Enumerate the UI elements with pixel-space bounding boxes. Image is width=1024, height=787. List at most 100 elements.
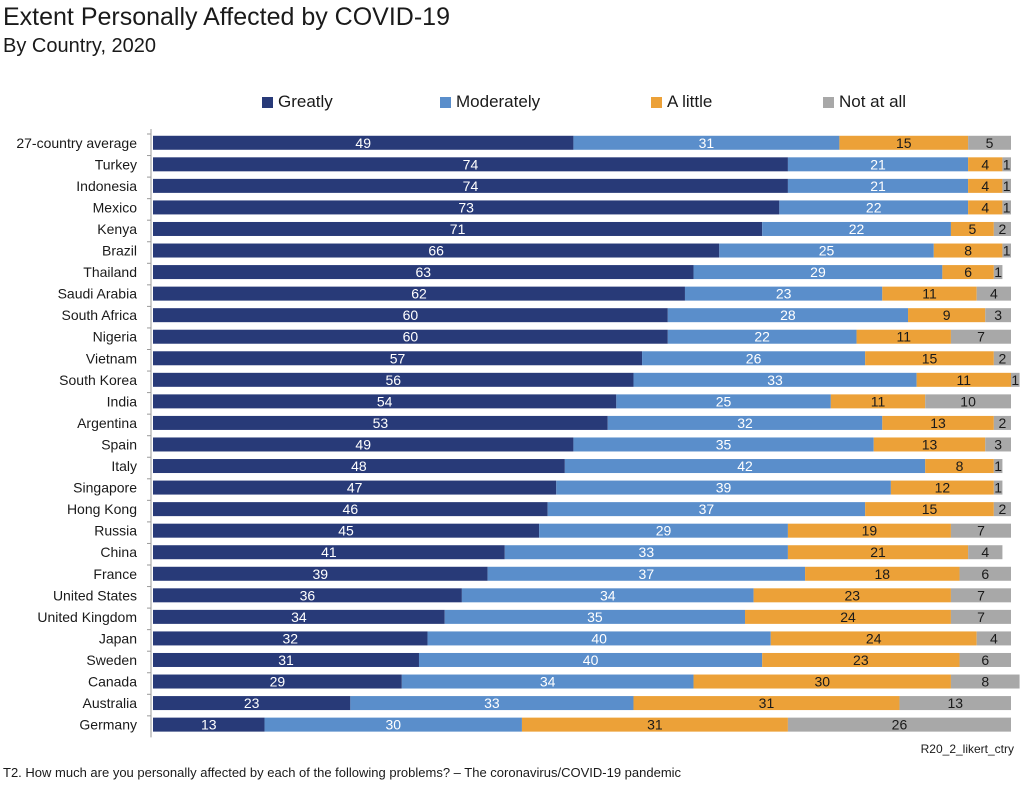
value-label-not-at-all-brazil: 1 (1003, 243, 1011, 259)
bar-not-at-all-nigeria (950, 329, 1011, 344)
bar-a-little-nigeria (856, 329, 951, 344)
bar-moderately-hong-kong (547, 502, 866, 517)
category-label-hong-kong: Hong Kong (67, 501, 137, 517)
category-label-argentina: Argentina (77, 415, 137, 431)
value-label-greatly-saudi-arabia: 62 (411, 286, 427, 302)
bar-not-at-all-27-country-average (968, 135, 1011, 150)
value-label-not-at-all-27-country-average: 5 (986, 135, 994, 151)
bar-not-at-all-australia (899, 696, 1011, 711)
value-label-moderately-sweden: 40 (583, 652, 599, 668)
value-label-moderately-china: 33 (639, 544, 655, 560)
bar-a-little-china (787, 545, 969, 560)
bar-a-little-germany (521, 717, 788, 732)
bar-greatly-vietnam (153, 351, 643, 366)
bar-moderately-south-korea (633, 372, 917, 387)
value-label-not-at-all-india: 10 (960, 393, 976, 409)
value-label-moderately-hong-kong: 37 (699, 501, 715, 517)
value-label-moderately-vietnam: 26 (746, 350, 762, 366)
bar-not-at-all-south-korea (1011, 372, 1020, 387)
value-label-greatly-nigeria: 60 (403, 329, 419, 345)
value-label-moderately-germany: 30 (385, 717, 401, 733)
value-label-not-at-all-turkey: 1 (1003, 156, 1011, 172)
bar-not-at-all-brazil (1002, 243, 1011, 258)
value-label-a-little-hong-kong: 15 (922, 501, 938, 517)
bar-greatly-mexico (153, 200, 780, 215)
value-label-moderately-kenya: 22 (849, 221, 865, 237)
bar-greatly-china (153, 545, 505, 560)
legend-swatch-not-at-all (823, 96, 834, 108)
bar-greatly-kenya (153, 221, 763, 236)
bar-moderately-japan (427, 631, 771, 646)
bar-moderately-argentina (607, 415, 883, 430)
value-label-moderately-mexico: 22 (866, 199, 882, 215)
bar-a-little-singapore (890, 480, 994, 495)
bar-moderately-australia (350, 696, 634, 711)
bar-greatly-japan (153, 631, 428, 646)
value-label-moderately-singapore: 39 (716, 480, 732, 496)
category-label-sweden: Sweden (86, 652, 137, 668)
bar-greatly-united-states (153, 588, 462, 603)
bar-not-at-all-vietnam (993, 351, 1011, 366)
bar-greatly-south-africa (153, 308, 668, 323)
bar-moderately-vietnam (642, 351, 866, 366)
bar-not-at-all-india (925, 394, 1011, 409)
bar-greatly-france (153, 566, 488, 581)
bar-a-little-mexico (968, 200, 1003, 215)
value-label-greatly-australia: 23 (244, 695, 260, 711)
bar-moderately-germany (264, 717, 522, 732)
bar-moderately-sweden (418, 652, 763, 667)
value-label-greatly-germany: 13 (201, 717, 217, 733)
category-label-japan: Japan (99, 630, 137, 646)
bar-greatly-germany (153, 717, 265, 732)
category-label-china: China (100, 544, 137, 560)
bar-not-at-all-united-kingdom (950, 609, 1011, 624)
value-label-moderately-russia: 29 (656, 523, 672, 539)
bar-moderately-spain (573, 437, 874, 452)
bar-moderately-south-africa (667, 308, 909, 323)
bar-a-little-india (830, 394, 926, 409)
bar-greatly-canada (153, 674, 402, 689)
legend-swatch-moderately (440, 96, 451, 108)
value-label-greatly-27-country-average: 49 (355, 135, 371, 151)
bar-a-little-france (805, 566, 960, 581)
bar-a-little-japan (770, 631, 977, 646)
value-label-not-at-all-south-korea: 1 (1011, 372, 1019, 388)
value-label-a-little-united-states: 23 (844, 587, 860, 603)
bar-greatly-nigeria (153, 329, 668, 344)
value-label-a-little-japan: 24 (866, 630, 882, 646)
category-label-singapore: Singapore (73, 480, 137, 496)
value-label-a-little-mexico: 4 (981, 199, 989, 215)
value-label-a-little-italy: 8 (956, 458, 964, 474)
bar-not-at-all-italy (993, 459, 1003, 474)
bar-moderately-thailand (693, 265, 943, 280)
value-label-moderately-nigeria: 22 (754, 329, 770, 345)
bar-moderately-india (616, 394, 831, 409)
category-label-russia: Russia (94, 523, 137, 539)
bar-greatly-russia (153, 523, 540, 538)
bar-a-little-brazil (933, 243, 1003, 258)
category-label-france: France (93, 566, 137, 582)
legend-item-greatly: Greatly (262, 92, 333, 112)
bar-moderately-italy (564, 459, 926, 474)
bar-not-at-all-canada (950, 674, 1020, 689)
bar-a-little-vietnam (865, 351, 994, 366)
category-label-vietnam: Vietnam (86, 350, 137, 366)
bar-greatly-indonesia (153, 178, 788, 193)
value-label-not-at-all-canada: 8 (981, 674, 989, 690)
value-label-greatly-indonesia: 74 (463, 178, 479, 194)
legend-label-moderately: Moderately (456, 92, 541, 111)
bar-a-little-south-africa (908, 308, 986, 323)
bar-greatly-india (153, 394, 617, 409)
bar-a-little-canada (693, 674, 951, 689)
value-label-moderately-united-states: 34 (600, 587, 616, 603)
bar-moderately-kenya (762, 221, 951, 236)
value-label-greatly-south-korea: 56 (385, 372, 401, 388)
bar-not-at-all-mexico (1002, 200, 1011, 215)
category-label-saudi-arabia: Saudi Arabia (58, 286, 138, 302)
bar-greatly-spain (153, 437, 574, 452)
bar-a-little-spain (873, 437, 986, 452)
category-label-thailand: Thailand (83, 264, 137, 280)
bar-a-little-kenya (950, 221, 994, 236)
value-label-a-little-united-kingdom: 24 (840, 609, 856, 625)
value-label-moderately-27-country-average: 31 (699, 135, 715, 151)
